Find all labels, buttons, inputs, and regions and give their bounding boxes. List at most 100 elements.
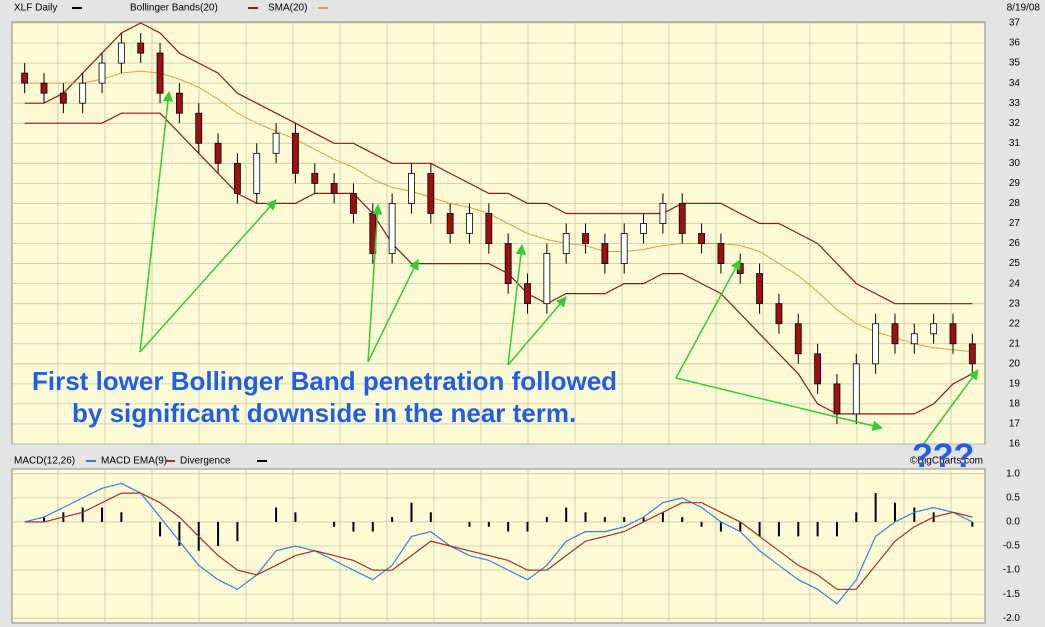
series-legend: XLF Daily	[14, 3, 57, 14]
candle-body	[446, 213, 454, 234]
divergence-bar	[352, 521, 355, 532]
candle-body	[775, 303, 783, 325]
candle-body	[601, 243, 609, 264]
candle-body	[543, 253, 551, 305]
annotation: by significant downside in the near term…	[72, 398, 576, 428]
candle-body	[175, 92, 183, 114]
divergence-bar	[371, 521, 374, 532]
candle-body	[59, 92, 67, 104]
macd-line	[24, 482, 973, 605]
candle-body	[156, 52, 164, 94]
divergence-bar	[584, 512, 587, 522]
candle-body	[195, 112, 203, 144]
y-tick-label: -1.0	[1003, 565, 1021, 576]
series-legend: MACD EMA(9)	[101, 456, 167, 467]
annotation: First lower Bollinger Band penetration f…	[32, 366, 617, 396]
y-tick-label: 30	[1009, 158, 1021, 169]
y-tick-label: 1.0	[1006, 468, 1020, 479]
candle-body	[79, 82, 87, 104]
candle-body	[214, 142, 222, 164]
divergence-bar	[603, 517, 606, 522]
divergence-bar	[777, 521, 780, 537]
y-tick-label: 29	[1009, 178, 1021, 189]
divergence-bar	[101, 507, 104, 522]
divergence-bar	[661, 512, 664, 522]
y-tick-label: 0.5	[1006, 493, 1020, 504]
divergence-bar	[159, 521, 162, 537]
y-tick-label: 32	[1009, 118, 1021, 129]
candle-body	[466, 213, 473, 234]
candle-body	[852, 363, 860, 415]
series-legend: SMA(20)	[268, 3, 307, 14]
y-tick-label: 37	[1009, 18, 1021, 29]
divergence-bar	[623, 517, 626, 522]
divergence-bar	[217, 521, 220, 546]
candle-body	[698, 233, 705, 244]
divergence-bar	[507, 521, 510, 532]
y-tick-label: 16	[1009, 439, 1021, 450]
divergence-bar	[391, 517, 394, 522]
divergence-bar	[855, 512, 858, 522]
y-tick-label: 28	[1009, 198, 1021, 209]
candle-body	[137, 42, 145, 54]
divergence-bar	[565, 507, 568, 522]
candle-body	[930, 323, 938, 335]
candle-body	[350, 193, 357, 214]
copyright: ©BigCharts.com	[910, 456, 983, 467]
candle-body	[504, 243, 512, 285]
divergence-bar	[758, 521, 761, 537]
candle-body	[292, 132, 299, 174]
candle-body	[388, 203, 396, 254]
candle-body	[814, 353, 822, 385]
divergence-bar	[43, 517, 46, 522]
candle-body	[717, 243, 725, 264]
vertical-grid	[57, 22, 952, 623]
candle-body	[330, 182, 338, 194]
divergence-bar	[642, 517, 645, 522]
candle-body	[21, 72, 29, 84]
divergence-bar	[236, 521, 239, 542]
divergence-bar	[333, 521, 336, 527]
y-tick-label: 17	[1009, 419, 1021, 430]
y-tick-label: 0.0	[1006, 517, 1020, 528]
lower-band	[24, 112, 973, 415]
divergence-bar	[275, 507, 278, 522]
divergence-bar	[294, 512, 297, 522]
divergence-bar	[700, 521, 703, 527]
y-tick-label: 18	[1009, 399, 1021, 410]
y-tick-label: 19	[1009, 378, 1021, 389]
candle-body	[756, 273, 763, 305]
candle-body	[40, 82, 48, 94]
candle-body	[311, 172, 319, 184]
divergence-bar	[719, 521, 722, 532]
candle-body	[659, 203, 667, 224]
y-tick-label: 33	[1009, 98, 1021, 109]
y-tick-label: 36	[1009, 38, 1021, 49]
y-tick-label: 31	[1009, 138, 1021, 149]
y-tick-label: 26	[1009, 238, 1021, 249]
candle-body	[253, 152, 261, 194]
price-panel	[11, 21, 986, 445]
series-legend: MACD(12,26)	[14, 456, 75, 467]
divergence-bar	[835, 521, 838, 537]
divergence-bar	[681, 517, 684, 522]
candle-body	[408, 172, 415, 204]
candle-body	[891, 323, 899, 345]
divergence-bar	[429, 512, 432, 522]
candle-body	[794, 323, 802, 355]
candle-body	[117, 42, 125, 64]
y-tick-label: -1.5	[1003, 589, 1021, 600]
candle-body	[98, 62, 106, 84]
y-tick-label: 34	[1009, 78, 1021, 89]
divergence-bar	[545, 517, 548, 522]
date-label: 8/19/08	[1007, 3, 1041, 14]
series-legend: Bollinger Bands(20)	[130, 3, 218, 14]
macd-line	[24, 492, 973, 590]
divergence-bar	[468, 521, 471, 527]
series-legend: Divergence	[180, 456, 231, 467]
candle-body	[736, 263, 744, 274]
candle-body	[833, 383, 841, 415]
divergence-bar	[410, 502, 413, 522]
y-tick-label: 24	[1009, 278, 1021, 289]
